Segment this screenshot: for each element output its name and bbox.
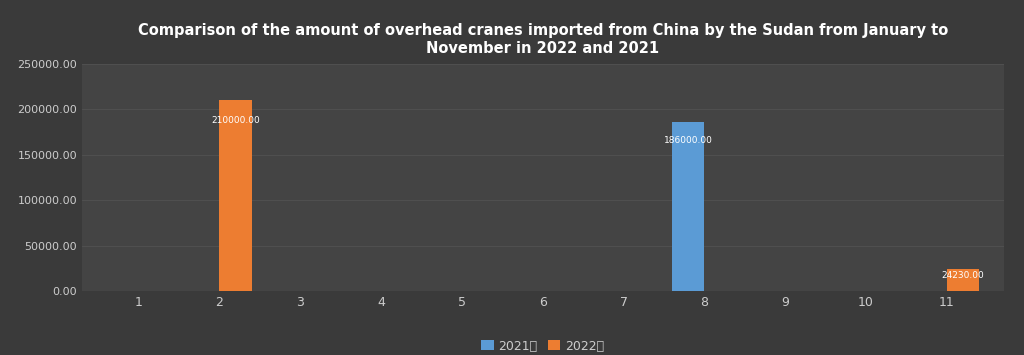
Text: 210000.00: 210000.00	[211, 115, 260, 125]
Bar	[947, 269, 979, 291]
Text: 24230.00: 24230.00	[942, 271, 984, 280]
Bar	[219, 100, 252, 291]
Title: Comparison of the amount of overhead cranes imported from China by the Sudan fro: Comparison of the amount of overhead cra…	[137, 23, 948, 56]
Text: 186000.00: 186000.00	[664, 136, 713, 144]
Bar	[672, 122, 705, 291]
Legend: 2021年, 2022年: 2021年, 2022年	[476, 334, 609, 355]
